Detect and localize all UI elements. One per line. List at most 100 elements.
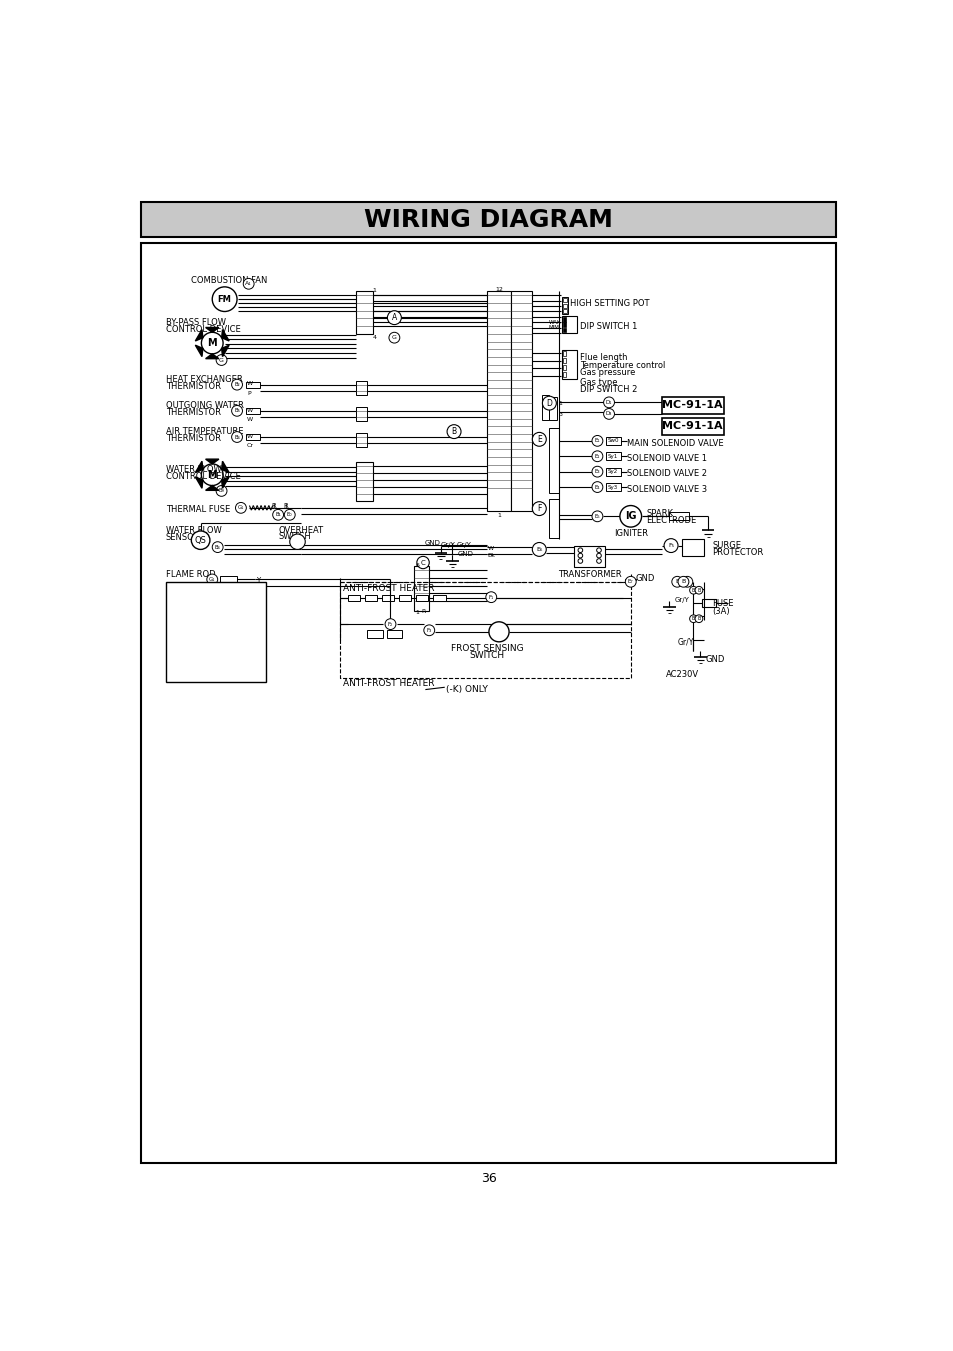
Bar	[340, 582, 630, 678]
Text: E₄: E₄	[594, 485, 599, 489]
Text: B :Blue: B :Blue	[172, 631, 202, 640]
Circle shape	[532, 432, 546, 446]
Text: 4: 4	[372, 335, 375, 340]
Circle shape	[188, 612, 199, 623]
Bar	[549, 428, 558, 493]
Text: A: A	[392, 313, 396, 322]
Polygon shape	[206, 354, 218, 358]
Text: 36: 36	[480, 1173, 497, 1185]
Text: COLOR CODING: COLOR CODING	[181, 586, 251, 596]
Polygon shape	[195, 345, 203, 357]
Bar	[355, 462, 373, 501]
Bar	[605, 453, 620, 461]
Circle shape	[416, 557, 429, 569]
Text: Sy1: Sy1	[607, 454, 618, 459]
Circle shape	[224, 608, 231, 615]
Text: F₅: F₅	[667, 543, 674, 549]
Bar	[562, 358, 566, 363]
Text: G: G	[392, 335, 396, 340]
Text: W: W	[247, 434, 253, 439]
Text: P :Pink: P :Pink	[172, 648, 200, 657]
Bar	[549, 397, 557, 420]
Bar	[562, 365, 566, 370]
Bar	[348, 594, 360, 601]
Circle shape	[592, 482, 602, 493]
Text: R :Red: R :Red	[172, 623, 199, 631]
Text: B: B	[691, 588, 695, 593]
Text: G₁: G₁	[237, 505, 244, 511]
Text: WATER FLOW: WATER FLOW	[166, 465, 221, 474]
Text: (-K) ONLY: (-K) ONLY	[446, 685, 488, 694]
Text: Sy3: Sy3	[607, 485, 618, 489]
Polygon shape	[221, 330, 229, 340]
Polygon shape	[221, 477, 229, 488]
Text: GND: GND	[704, 655, 723, 663]
Text: Cr: Cr	[247, 443, 253, 449]
Circle shape	[243, 278, 253, 289]
Circle shape	[201, 332, 223, 354]
Bar	[562, 317, 566, 322]
Bar	[355, 381, 367, 394]
Bar	[367, 631, 382, 638]
Text: ANTI-FROST HEATER: ANTI-FROST HEATER	[343, 584, 435, 593]
Circle shape	[485, 592, 497, 603]
Circle shape	[218, 608, 224, 615]
Circle shape	[695, 586, 702, 594]
Bar	[549, 500, 558, 538]
Text: TRANSFORMER: TRANSFORMER	[558, 570, 620, 580]
Circle shape	[619, 505, 641, 527]
Circle shape	[578, 554, 582, 558]
Bar	[381, 594, 394, 601]
Bar	[398, 594, 411, 601]
Polygon shape	[195, 477, 203, 488]
Circle shape	[624, 577, 636, 588]
Circle shape	[532, 543, 546, 557]
Text: DIP SWITCH 1: DIP SWITCH 1	[579, 322, 638, 331]
Text: FM: FM	[217, 295, 232, 304]
Circle shape	[387, 311, 401, 324]
Polygon shape	[221, 461, 229, 473]
Circle shape	[199, 608, 206, 615]
Circle shape	[592, 511, 602, 521]
Circle shape	[389, 332, 399, 343]
Circle shape	[578, 549, 582, 553]
Bar	[562, 372, 566, 377]
Text: Bk: Bk	[487, 553, 495, 558]
Text: DIP SWITCH 2: DIP SWITCH 2	[579, 385, 638, 393]
Bar	[355, 434, 367, 447]
Bar	[541, 396, 549, 420]
Bar	[416, 594, 428, 601]
Text: E₁: E₁	[594, 438, 599, 443]
Text: M: M	[207, 470, 217, 480]
Circle shape	[578, 559, 582, 563]
Circle shape	[678, 577, 688, 588]
Bar	[669, 512, 688, 520]
Text: Gn:Green: Gn:Green	[172, 665, 213, 674]
Bar	[166, 582, 266, 682]
Bar	[661, 397, 723, 413]
Bar	[561, 316, 577, 334]
Bar	[245, 381, 259, 388]
Text: HEAT EXCHANGER: HEAT EXCHANGER	[166, 374, 242, 384]
Text: Sw0: Sw0	[607, 438, 618, 443]
Bar	[355, 292, 373, 334]
Bar	[562, 328, 566, 332]
Text: Bk:Black: Bk:Black	[172, 605, 208, 615]
Text: SURGE: SURGE	[711, 540, 740, 550]
Text: R: R	[272, 503, 276, 509]
Text: HIGH SETTING POT: HIGH SETTING POT	[570, 299, 649, 308]
Circle shape	[695, 615, 702, 623]
Text: GND: GND	[635, 574, 654, 584]
Polygon shape	[206, 485, 218, 490]
Circle shape	[212, 542, 223, 553]
Circle shape	[592, 466, 602, 477]
Bar	[510, 292, 532, 511]
Text: THERMISTOR: THERMISTOR	[166, 434, 220, 443]
Text: MODULATING: MODULATING	[166, 594, 222, 604]
Text: Or:Orange: Or:Orange	[172, 657, 215, 666]
Circle shape	[488, 621, 509, 642]
Circle shape	[603, 408, 614, 419]
Text: OVERHEAT: OVERHEAT	[278, 526, 323, 535]
Text: SENSOR: SENSOR	[166, 534, 200, 542]
Text: MC-91-1A: MC-91-1A	[661, 422, 722, 431]
